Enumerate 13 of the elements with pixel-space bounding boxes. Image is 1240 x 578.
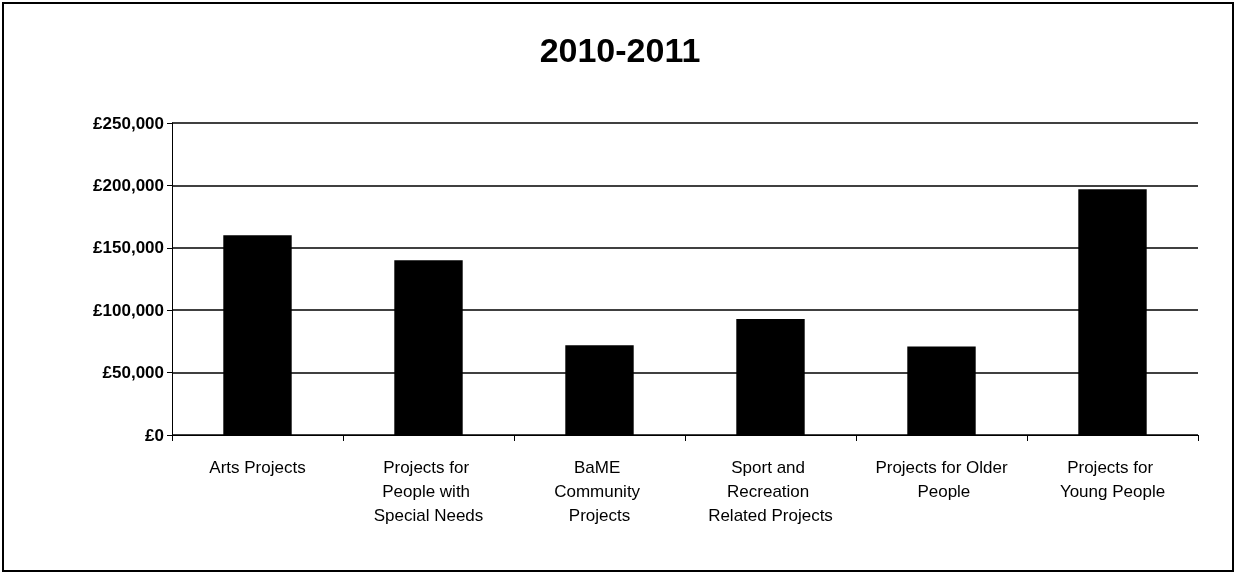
x-tick-label: BaME Community Projects	[554, 457, 645, 525]
y-tick-label: £0	[145, 425, 164, 445]
y-tick-label: £250,000	[93, 113, 164, 133]
x-tick-label: Projects for People with Special Needs	[373, 457, 484, 525]
y-tick-label: £50,000	[102, 363, 164, 383]
x-tick-label: Sport and Recreation Related Projects	[708, 457, 833, 525]
x-tick-label: Projects for Young People	[1059, 457, 1166, 501]
y-tick-label: £200,000	[93, 175, 164, 195]
x-tick-label: Projects for Older People	[875, 457, 1008, 501]
chart-title: 2010-2011	[539, 31, 701, 69]
y-tick-label: £150,000	[93, 238, 164, 258]
x-tick-label: Arts Projects	[209, 457, 306, 477]
y-tick-label: £100,000	[93, 300, 164, 320]
